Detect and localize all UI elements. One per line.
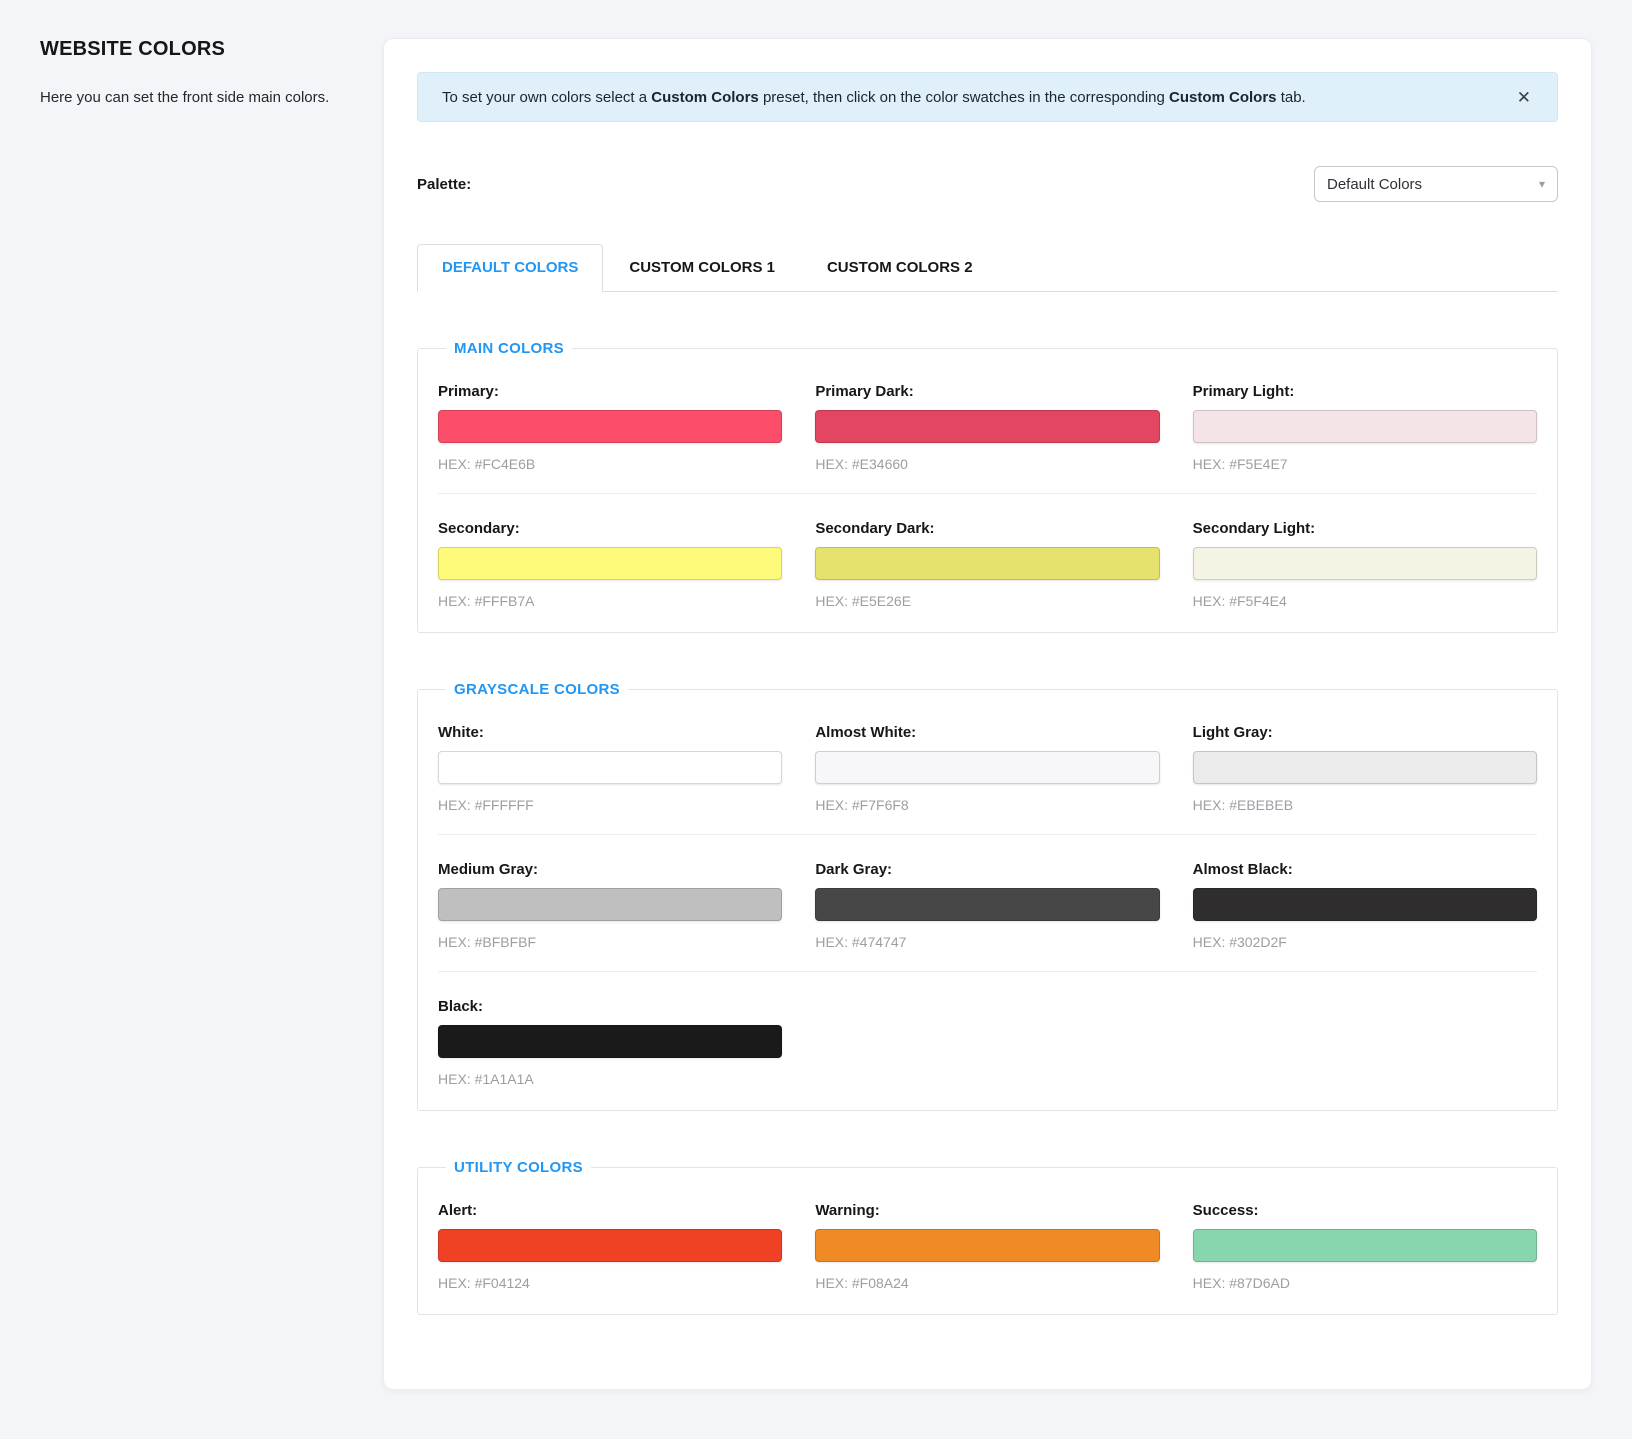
swatch-cell-white: White: HEX: #FFFFFF bbox=[438, 724, 783, 813]
color-swatch[interactable] bbox=[815, 547, 1160, 580]
swatch-label: Dark Gray: bbox=[815, 861, 893, 878]
swatch-label: Almost White: bbox=[815, 724, 917, 741]
close-icon[interactable]: ✕ bbox=[1516, 87, 1531, 107]
info-alert: To set your own colors select a Custom C… bbox=[417, 72, 1558, 122]
color-swatch[interactable] bbox=[815, 1229, 1160, 1262]
page-subtitle: Here you can set the front side main col… bbox=[40, 89, 330, 106]
swatch-cell-almost-black: Almost Black: HEX: #302D2F bbox=[1192, 861, 1537, 950]
swatch-cell-primary-dark: Primary Dark: HEX: #E34660 bbox=[815, 383, 1160, 472]
hex-value: HEX: #FC4E6B bbox=[438, 456, 536, 472]
palette-row: Palette: Default Colors ▾ bbox=[417, 166, 1558, 202]
swatch-label: Secondary Dark: bbox=[815, 520, 935, 537]
color-swatch[interactable] bbox=[1192, 410, 1537, 443]
swatch-cell-secondary-light: Secondary Light: HEX: #F5F4E4 bbox=[1192, 520, 1537, 609]
hex-value: HEX: #F7F6F8 bbox=[815, 797, 909, 813]
hex-value: HEX: #F04124 bbox=[438, 1275, 530, 1291]
hex-value: HEX: #1A1A1A bbox=[438, 1071, 534, 1087]
swatch-cell-black: Black: HEX: #1A1A1A bbox=[438, 998, 783, 1087]
swatch-label: Warning: bbox=[815, 1202, 880, 1219]
grayscale-colors-legend: GRAYSCALE COLORS bbox=[454, 681, 620, 698]
swatch-cell-secondary: Secondary: HEX: #FFFB7A bbox=[438, 520, 783, 609]
swatch-label: Primary Dark: bbox=[815, 383, 914, 400]
tab-custom-colors-1[interactable]: CUSTOM COLORS 1 bbox=[629, 259, 775, 276]
color-swatch[interactable] bbox=[1192, 547, 1537, 580]
utility-colors-legend: UTILITY COLORS bbox=[454, 1159, 583, 1176]
grayscale-colors-section: GRAYSCALE COLORS White: HEX: #FFFFFF Alm… bbox=[417, 681, 1558, 1111]
swatch-label: Primary: bbox=[438, 383, 499, 400]
hex-value: HEX: #FFFB7A bbox=[438, 593, 535, 609]
main-colors-section: MAIN COLORS Primary: HEX: #FC4E6B Primar… bbox=[417, 340, 1558, 633]
hex-value: HEX: #BFBFBF bbox=[438, 934, 537, 950]
swatch-row: Alert: HEX: #F04124 Warning: HEX: #F08A2… bbox=[438, 1176, 1537, 1312]
intro-panel: WEBSITE COLORS Here you can set the fron… bbox=[40, 38, 350, 108]
color-swatch[interactable] bbox=[438, 547, 783, 580]
swatch-cell-dark-gray: Dark Gray: HEX: #474747 bbox=[815, 861, 1160, 950]
swatch-label: Almost Black: bbox=[1192, 861, 1293, 878]
swatch-label: White: bbox=[438, 724, 484, 741]
swatch-label: Secondary: bbox=[438, 520, 520, 537]
color-swatch[interactable] bbox=[815, 751, 1160, 784]
palette-selected-value: Default Colors bbox=[1327, 175, 1423, 193]
color-swatch[interactable] bbox=[438, 410, 783, 443]
swatch-cell-success: Success: HEX: #87D6AD bbox=[1192, 1202, 1537, 1291]
color-swatch[interactable] bbox=[1192, 751, 1537, 784]
tab-default-colors[interactable]: DEFAULT COLORS bbox=[417, 244, 604, 292]
hex-value: HEX: #FFFFFF bbox=[438, 797, 534, 813]
swatch-cell-light-gray: Light Gray: HEX: #EBEBEB bbox=[1192, 724, 1537, 813]
color-swatch[interactable] bbox=[815, 888, 1160, 921]
swatch-row: Black: HEX: #1A1A1A bbox=[438, 971, 1537, 1108]
hex-value: HEX: #F5F4E4 bbox=[1192, 593, 1287, 609]
palette-select[interactable]: Default Colors ▾ bbox=[1314, 166, 1558, 202]
swatch-label: Light Gray: bbox=[1192, 724, 1273, 741]
hex-value: HEX: #F5E4E7 bbox=[1192, 456, 1288, 472]
color-swatch[interactable] bbox=[438, 888, 783, 921]
color-swatch[interactable] bbox=[438, 1229, 783, 1262]
chevron-down-icon: ▾ bbox=[1538, 177, 1545, 191]
swatch-cell-primary-light: Primary Light: HEX: #F5E4E7 bbox=[1192, 383, 1537, 472]
tab-custom-colors-2[interactable]: CUSTOM COLORS 2 bbox=[826, 259, 973, 276]
color-swatch[interactable] bbox=[815, 410, 1160, 443]
swatch-label: Black: bbox=[438, 998, 484, 1015]
swatch-label: Success: bbox=[1192, 1202, 1259, 1219]
color-tabs: DEFAULT COLORS CUSTOM COLORS 1 CUSTOM CO… bbox=[417, 244, 1558, 292]
swatch-label: Alert: bbox=[438, 1202, 478, 1219]
swatch-row: Primary: HEX: #FC4E6B Primary Dark: HEX:… bbox=[438, 357, 1537, 493]
swatch-cell-almost-white: Almost White: HEX: #F7F6F8 bbox=[815, 724, 1160, 813]
hex-value: HEX: #87D6AD bbox=[1192, 1275, 1290, 1291]
swatch-label: Medium Gray: bbox=[438, 861, 539, 878]
alert-text: To set your own colors select a Custom C… bbox=[442, 88, 1306, 106]
hex-value: HEX: #E5E26E bbox=[815, 593, 912, 609]
page-title: WEBSITE COLORS bbox=[40, 38, 226, 60]
color-swatch[interactable] bbox=[1192, 1229, 1537, 1262]
main-colors-legend: MAIN COLORS bbox=[454, 340, 564, 357]
utility-colors-section: UTILITY COLORS Alert: HEX: #F04124 Warni… bbox=[417, 1159, 1558, 1315]
color-swatch[interactable] bbox=[1192, 888, 1537, 921]
swatch-cell-medium-gray: Medium Gray: HEX: #BFBFBF bbox=[438, 861, 783, 950]
color-swatch[interactable] bbox=[438, 1025, 783, 1058]
swatch-cell-primary: Primary: HEX: #FC4E6B bbox=[438, 383, 783, 472]
color-swatch[interactable] bbox=[438, 751, 783, 784]
hex-value: HEX: #E34660 bbox=[815, 456, 908, 472]
swatch-cell-secondary-dark: Secondary Dark: HEX: #E5E26E bbox=[815, 520, 1160, 609]
hex-value: HEX: #F08A24 bbox=[815, 1275, 909, 1291]
hex-value: HEX: #302D2F bbox=[1192, 934, 1287, 950]
palette-label: Palette: bbox=[417, 175, 472, 193]
hex-value: HEX: #EBEBEB bbox=[1192, 797, 1294, 813]
swatch-row: Medium Gray: HEX: #BFBFBF Dark Gray: HEX… bbox=[438, 834, 1537, 971]
swatch-label: Primary Light: bbox=[1192, 383, 1295, 400]
settings-card: To set your own colors select a Custom C… bbox=[383, 38, 1592, 1390]
swatch-row: White: HEX: #FFFFFF Almost White: HEX: #… bbox=[438, 698, 1537, 834]
swatch-cell-alert: Alert: HEX: #F04124 bbox=[438, 1202, 783, 1291]
hex-value: HEX: #474747 bbox=[815, 934, 907, 950]
swatch-label: Secondary Light: bbox=[1192, 520, 1316, 537]
swatch-cell-warning: Warning: HEX: #F08A24 bbox=[815, 1202, 1160, 1291]
swatch-row: Secondary: HEX: #FFFB7A Secondary Dark: … bbox=[438, 493, 1537, 630]
